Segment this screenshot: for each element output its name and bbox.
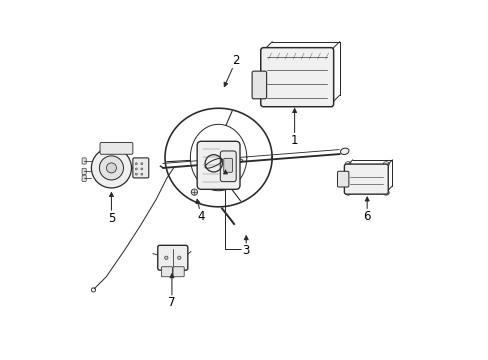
Text: 4: 4 — [197, 210, 204, 223]
Circle shape — [341, 181, 344, 183]
Ellipse shape — [345, 162, 350, 167]
Ellipse shape — [232, 159, 242, 163]
Circle shape — [141, 168, 142, 170]
FancyBboxPatch shape — [100, 143, 133, 154]
Ellipse shape — [340, 148, 348, 154]
FancyBboxPatch shape — [220, 151, 236, 182]
Text: 7: 7 — [168, 296, 175, 309]
FancyBboxPatch shape — [197, 141, 240, 189]
Text: 6: 6 — [363, 210, 370, 223]
FancyBboxPatch shape — [252, 71, 266, 99]
FancyBboxPatch shape — [161, 267, 172, 277]
Circle shape — [341, 176, 344, 177]
Ellipse shape — [382, 190, 388, 195]
Circle shape — [141, 163, 142, 165]
FancyBboxPatch shape — [82, 168, 86, 175]
Ellipse shape — [345, 190, 350, 195]
Circle shape — [99, 156, 123, 180]
FancyBboxPatch shape — [82, 175, 86, 181]
Circle shape — [135, 168, 137, 170]
Circle shape — [177, 256, 181, 260]
Circle shape — [164, 256, 168, 260]
FancyBboxPatch shape — [337, 171, 348, 187]
Text: 2: 2 — [232, 54, 239, 67]
Circle shape — [141, 173, 142, 175]
FancyBboxPatch shape — [158, 245, 187, 270]
FancyBboxPatch shape — [133, 158, 148, 178]
Text: 5: 5 — [107, 212, 115, 225]
Circle shape — [135, 173, 137, 175]
Circle shape — [191, 189, 197, 195]
Circle shape — [106, 163, 116, 173]
FancyBboxPatch shape — [224, 158, 232, 172]
FancyBboxPatch shape — [173, 267, 184, 277]
Text: 1: 1 — [290, 134, 298, 147]
Circle shape — [91, 148, 131, 188]
Ellipse shape — [382, 162, 388, 167]
Text: 3: 3 — [242, 244, 249, 257]
FancyBboxPatch shape — [344, 164, 387, 194]
Circle shape — [135, 163, 137, 165]
FancyBboxPatch shape — [82, 158, 86, 164]
FancyBboxPatch shape — [260, 48, 333, 107]
